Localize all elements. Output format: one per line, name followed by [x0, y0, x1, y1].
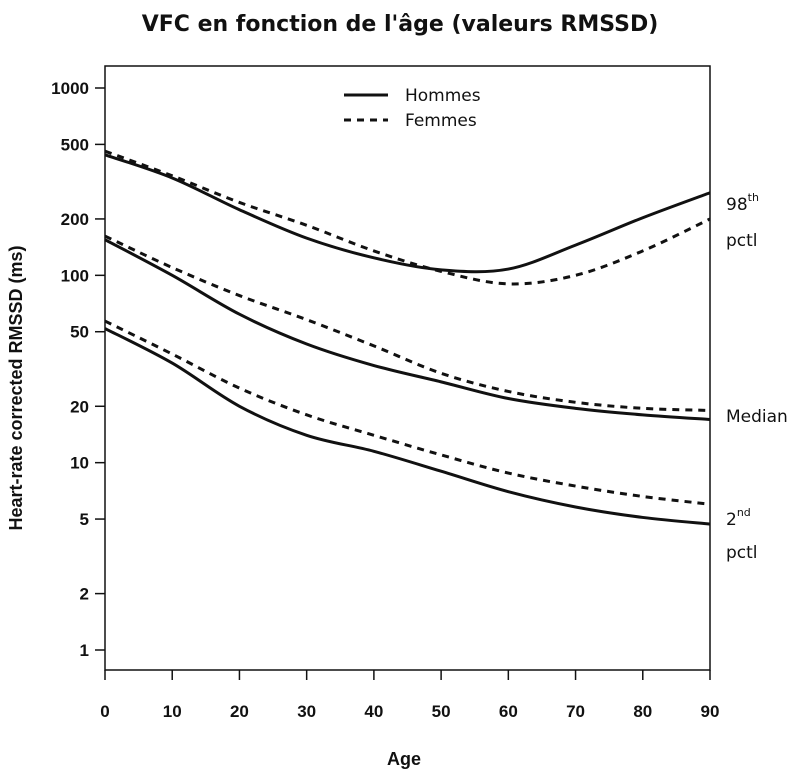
x-tick-label: 80 — [633, 702, 652, 721]
annotation-2nd-pctl: pctl — [726, 543, 758, 563]
series-line-femmes-2nd — [104, 319, 711, 506]
series-line-hommes-2nd — [104, 327, 711, 526]
y-tick-label: 1 — [80, 641, 89, 660]
y-tick-label: 100 — [61, 266, 89, 285]
x-tick-label: 90 — [701, 702, 720, 721]
series-line-hommes-98th — [104, 153, 711, 274]
annotation-median: Median — [726, 407, 788, 427]
x-tick-label: 40 — [364, 702, 383, 721]
chart-title: VFC en fonction de l'âge (valeurs RMSSD) — [142, 12, 659, 37]
y-tick-label: 20 — [70, 397, 89, 416]
y-axis-label: Heart-rate corrected RMSSD (ms) — [6, 245, 26, 530]
x-tick-label: 10 — [163, 702, 182, 721]
x-tick-label: 60 — [499, 702, 518, 721]
annotation-98th-pctl: pctl — [726, 231, 758, 251]
y-tick-label: 5 — [80, 510, 89, 529]
x-tick-label: 0 — [100, 702, 109, 721]
x-tick-label: 20 — [230, 702, 249, 721]
legend-label-femmes: Femmes — [405, 111, 477, 131]
series-line-hommes-median — [104, 238, 711, 421]
annotation-98th: 98th — [726, 191, 759, 215]
y-tick-label: 500 — [61, 135, 89, 154]
x-tick-label: 30 — [297, 702, 316, 721]
plot-frame — [104, 65, 711, 671]
y-tick-label: 2 — [80, 585, 89, 604]
annotation-2nd: 2nd — [726, 506, 751, 530]
x-tick-label: 50 — [432, 702, 451, 721]
y-tick-label: 10 — [70, 454, 89, 473]
series-line-femmes-median — [104, 234, 711, 412]
y-tick-label: 1000 — [51, 79, 89, 98]
series-line-femmes-98th — [104, 149, 711, 286]
y-tick-label: 200 — [61, 210, 89, 229]
annotations: 98th pctl Median 2nd pctl — [726, 191, 788, 563]
y-tick-label: 50 — [70, 323, 89, 342]
x-axis-label: Age — [387, 749, 421, 769]
legend: Hommes Femmes — [344, 86, 481, 131]
x-tick-label: 70 — [566, 702, 585, 721]
legend-label-hommes: Hommes — [405, 86, 481, 106]
